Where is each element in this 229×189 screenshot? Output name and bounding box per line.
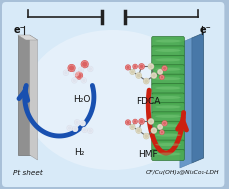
Circle shape <box>160 75 164 79</box>
FancyBboxPatch shape <box>152 121 184 132</box>
Ellipse shape <box>155 40 181 43</box>
Ellipse shape <box>155 87 181 90</box>
Circle shape <box>130 125 135 129</box>
Circle shape <box>148 119 153 124</box>
Ellipse shape <box>155 68 181 71</box>
Circle shape <box>144 134 149 139</box>
Ellipse shape <box>155 124 181 127</box>
FancyBboxPatch shape <box>152 102 184 113</box>
Circle shape <box>76 72 82 79</box>
Circle shape <box>158 125 162 129</box>
FancyBboxPatch shape <box>152 46 184 57</box>
Circle shape <box>73 127 78 131</box>
Ellipse shape <box>155 105 181 108</box>
Circle shape <box>82 128 87 132</box>
Circle shape <box>136 73 141 78</box>
Circle shape <box>88 67 93 71</box>
Circle shape <box>79 67 83 72</box>
Ellipse shape <box>155 49 181 52</box>
Circle shape <box>130 70 135 74</box>
Circle shape <box>136 73 141 78</box>
Circle shape <box>144 79 149 84</box>
Circle shape <box>130 125 135 129</box>
Circle shape <box>139 64 144 69</box>
Circle shape <box>151 128 156 133</box>
Text: CF/Cu(OH)₂@Ni₃Co₁-LDH: CF/Cu(OH)₂@Ni₃Co₁-LDH <box>146 170 220 175</box>
Circle shape <box>75 120 79 125</box>
FancyBboxPatch shape <box>152 74 184 85</box>
Polygon shape <box>180 38 192 168</box>
FancyBboxPatch shape <box>152 131 184 142</box>
Ellipse shape <box>155 134 181 137</box>
Circle shape <box>160 130 164 134</box>
Circle shape <box>76 72 82 79</box>
Circle shape <box>80 121 85 126</box>
Circle shape <box>75 120 79 125</box>
FancyBboxPatch shape <box>152 140 184 151</box>
FancyBboxPatch shape <box>152 65 184 76</box>
Text: FDCA: FDCA <box>136 97 161 106</box>
Circle shape <box>139 64 144 69</box>
FancyBboxPatch shape <box>152 112 184 123</box>
Circle shape <box>68 65 75 71</box>
Circle shape <box>162 66 167 70</box>
FancyBboxPatch shape <box>152 149 184 160</box>
Text: Pt sheet: Pt sheet <box>13 170 43 176</box>
Ellipse shape <box>155 153 181 156</box>
Text: e⁻: e⁻ <box>14 25 26 35</box>
Circle shape <box>158 70 162 74</box>
Text: H₂O: H₂O <box>73 95 91 104</box>
FancyBboxPatch shape <box>152 93 184 104</box>
Text: e⁻: e⁻ <box>200 25 211 35</box>
Polygon shape <box>18 35 38 40</box>
Circle shape <box>162 121 167 125</box>
Circle shape <box>68 65 75 71</box>
Circle shape <box>148 119 153 124</box>
Circle shape <box>144 134 149 139</box>
Circle shape <box>88 129 93 133</box>
Circle shape <box>79 67 83 72</box>
Circle shape <box>67 126 72 130</box>
Circle shape <box>148 64 153 69</box>
Circle shape <box>80 121 85 126</box>
Polygon shape <box>30 35 38 160</box>
Circle shape <box>136 128 141 133</box>
Circle shape <box>133 119 137 123</box>
Circle shape <box>148 64 153 69</box>
Circle shape <box>160 75 164 79</box>
Ellipse shape <box>24 30 202 170</box>
Text: H₂: H₂ <box>74 148 84 157</box>
Circle shape <box>139 119 144 124</box>
Circle shape <box>158 125 162 129</box>
Circle shape <box>73 127 78 131</box>
Circle shape <box>130 70 135 74</box>
Circle shape <box>64 70 68 75</box>
Circle shape <box>126 65 130 70</box>
Circle shape <box>139 119 144 124</box>
Circle shape <box>133 119 137 123</box>
Circle shape <box>82 61 88 67</box>
Polygon shape <box>18 35 30 155</box>
Circle shape <box>162 121 167 125</box>
Circle shape <box>64 70 68 75</box>
Circle shape <box>126 65 130 70</box>
Circle shape <box>74 71 79 76</box>
Circle shape <box>82 78 86 83</box>
Ellipse shape <box>155 58 181 61</box>
Circle shape <box>151 73 156 78</box>
Circle shape <box>88 129 93 133</box>
Circle shape <box>133 64 137 68</box>
Ellipse shape <box>155 96 181 99</box>
Circle shape <box>162 66 167 70</box>
Circle shape <box>82 61 88 67</box>
Circle shape <box>144 79 149 84</box>
FancyBboxPatch shape <box>2 2 224 187</box>
Ellipse shape <box>155 77 181 80</box>
Circle shape <box>136 128 141 133</box>
Circle shape <box>72 78 77 83</box>
Circle shape <box>74 71 79 76</box>
Circle shape <box>72 78 77 83</box>
Circle shape <box>133 64 137 68</box>
Circle shape <box>67 126 72 130</box>
